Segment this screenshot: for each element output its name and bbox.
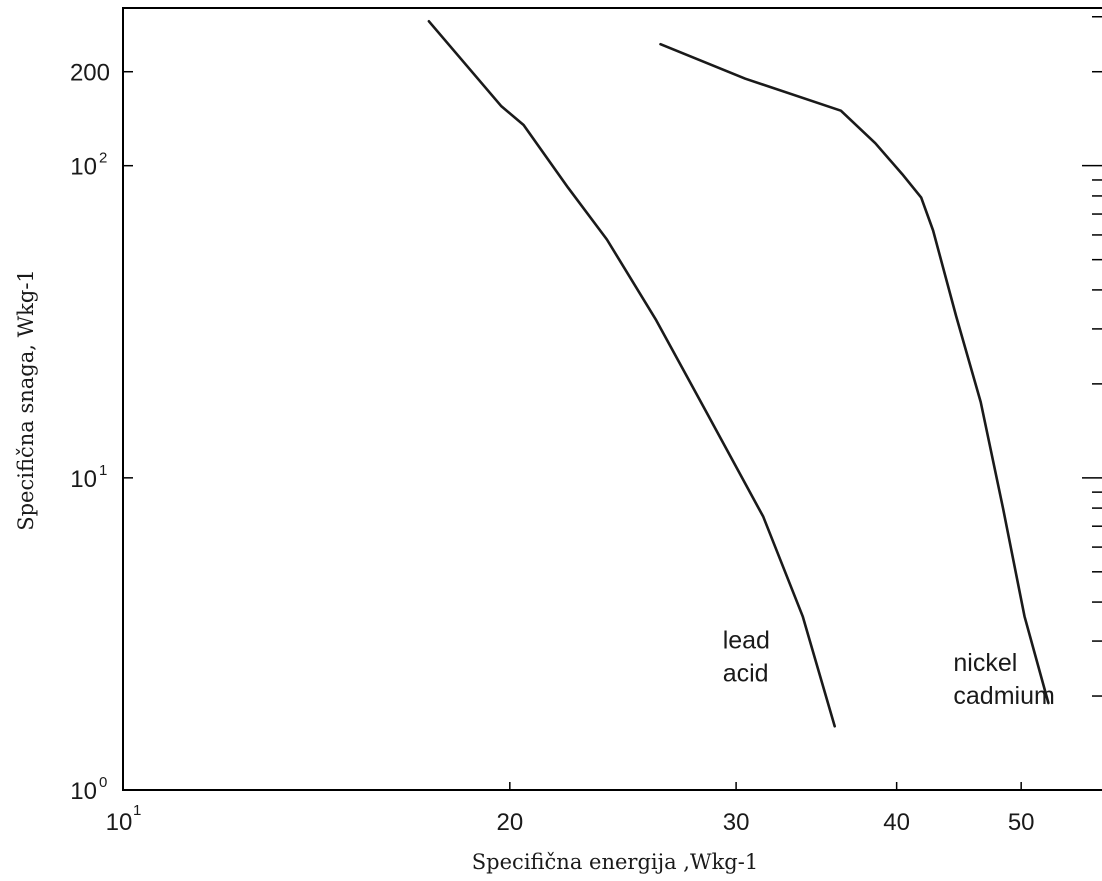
series-label-lead-acid: lead	[723, 626, 770, 654]
plot-frame	[122, 7, 1102, 791]
y-axis-title: Specifična snaga, Wkg-1	[14, 269, 38, 531]
y-tick-label-exponent: 0	[99, 774, 107, 791]
y-tick-label: 10	[70, 466, 97, 493]
y-tick-label: 200	[70, 60, 110, 87]
y-tick-label: 10	[70, 154, 97, 181]
x-tick-label: 50	[1008, 809, 1035, 836]
x-tick-label-exponent: 1	[133, 802, 141, 819]
y-tick-label-exponent: 2	[99, 150, 107, 167]
y-minor-ticks-right	[1082, 15, 1102, 791]
series-line-lead-acid	[427, 19, 837, 728]
x-tick-label: 20	[496, 809, 523, 836]
series-label-lead-acid: acid	[723, 659, 769, 687]
annotations: lead acid nickel cadmium	[723, 626, 1055, 710]
y-tick-label: 10	[70, 778, 97, 805]
x-tick-label: 30	[723, 809, 750, 836]
x-axis-ticks: 10 1 20 30 40 50	[106, 782, 1035, 836]
x-tick-label: 10	[106, 809, 133, 836]
series-line-nickel-cadmium	[659, 42, 1050, 705]
series-label-nickel-cadmium: nickel	[953, 649, 1017, 677]
x-tick-label: 40	[883, 809, 910, 836]
x-axis-title: Specifična energija ,Wkg-1	[472, 850, 758, 874]
series-label-nickel-cadmium: cadmium	[953, 682, 1054, 710]
y-tick-label-exponent: 1	[99, 462, 107, 479]
curves	[427, 19, 1050, 728]
